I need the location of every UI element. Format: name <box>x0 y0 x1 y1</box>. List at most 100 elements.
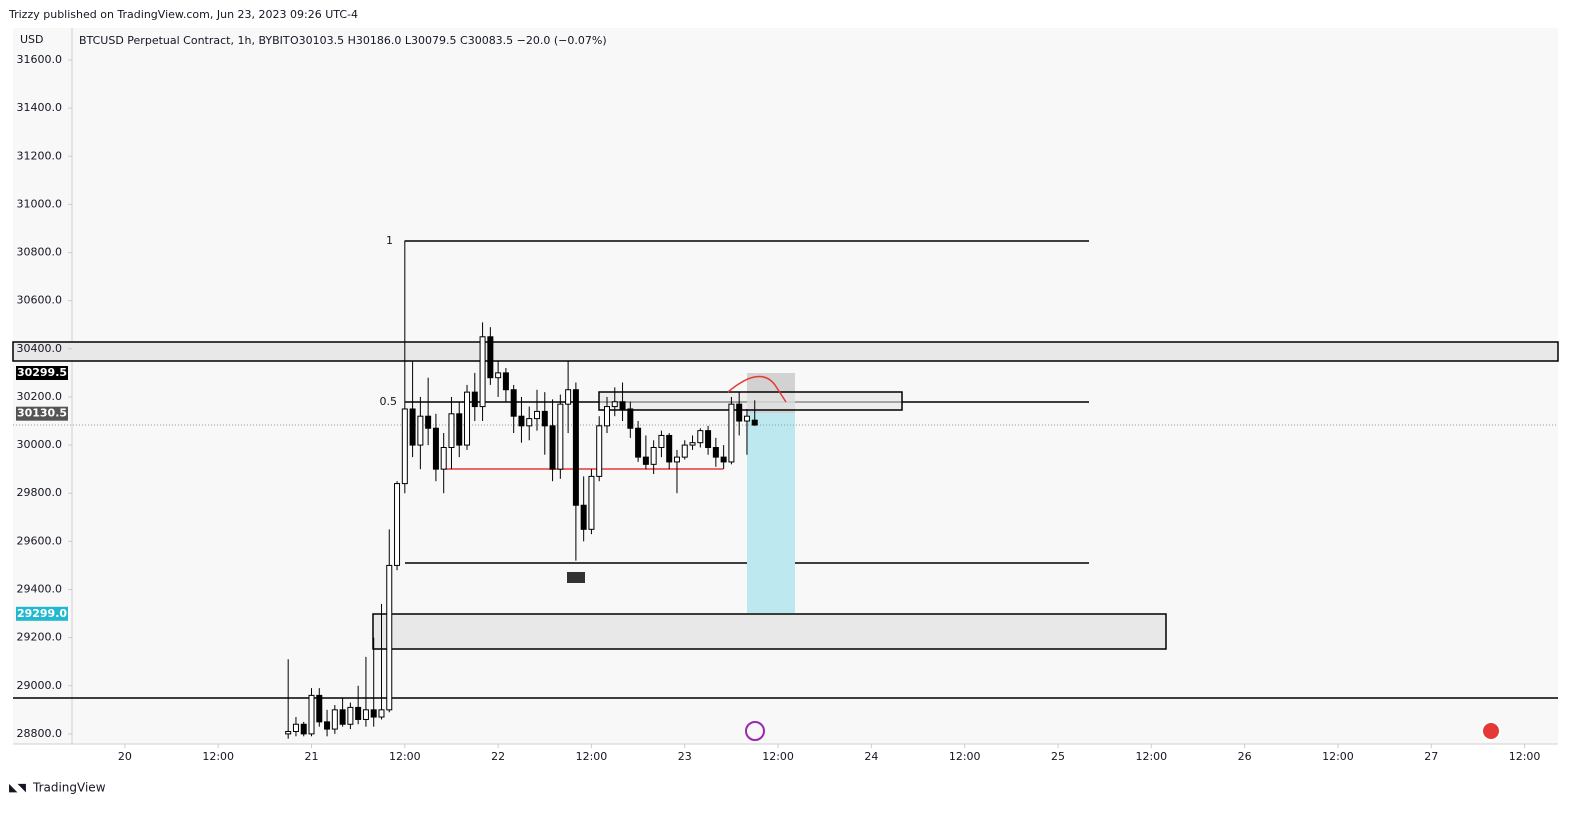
candle-body <box>432 427 439 470</box>
candle-body <box>534 410 541 420</box>
y-tick-label: 30800.0 <box>17 246 63 259</box>
candle-body <box>440 446 447 470</box>
candle-body <box>448 413 455 448</box>
x-tick-label: 21 <box>305 750 319 763</box>
y-tick-label: 31400.0 <box>17 101 63 114</box>
candle-body <box>386 564 393 711</box>
candle-body <box>650 446 657 465</box>
candle-body <box>495 372 502 379</box>
y-tick-label: 29800.0 <box>17 486 63 499</box>
x-tick-label: 12:00 <box>202 750 234 763</box>
y-tick-label: 29600.0 <box>17 534 63 547</box>
y-tick-label: 29200.0 <box>17 631 63 644</box>
candle-body <box>401 408 408 485</box>
y-tick-label: 31600.0 <box>17 53 63 66</box>
candle-body <box>487 336 494 379</box>
candle-body <box>720 456 727 463</box>
candle-body <box>370 709 377 718</box>
candle-body <box>425 415 432 429</box>
zone <box>372 613 1167 650</box>
x-tick-label: 12:00 <box>762 750 794 763</box>
candle-body <box>565 389 572 405</box>
candle-body <box>355 706 362 720</box>
candle-body <box>417 415 424 446</box>
candle-body <box>331 709 338 730</box>
candle-body <box>300 723 307 735</box>
candle-body <box>642 456 649 465</box>
candle-body <box>456 413 463 446</box>
footer: TradingView <box>32 781 106 795</box>
candle-body <box>627 408 634 429</box>
candle-body <box>580 504 587 530</box>
candle-body <box>557 403 564 470</box>
x-tick-label: 24 <box>864 750 878 763</box>
x-tick-label: 20 <box>118 750 132 763</box>
x-tick-label: 12:00 <box>1509 750 1541 763</box>
y-tick-label: 30400.0 <box>17 342 63 355</box>
logo: ◣◥ <box>9 781 26 794</box>
fib-label: 1 <box>386 234 393 247</box>
x-tick-label: 23 <box>678 750 692 763</box>
x-tick-label: 25 <box>1051 750 1065 763</box>
x-tick-label: 12:00 <box>576 750 608 763</box>
candle-body <box>464 391 471 446</box>
candle-body <box>518 415 525 427</box>
ohlc-legend: O30103.5 H30186.0 L30079.5 C30083.5 −20.… <box>290 34 607 47</box>
candle-body <box>572 389 579 506</box>
fib-label: 0.5 <box>380 395 398 408</box>
candle-body <box>378 709 385 718</box>
y-tick-label: 30600.0 <box>17 294 63 307</box>
candle-body <box>362 709 369 720</box>
candle-body <box>666 434 673 463</box>
candle-body <box>603 406 610 427</box>
candle-body <box>619 401 626 410</box>
candle-body <box>596 425 603 477</box>
candle-body <box>308 694 315 735</box>
x-tick-label: 12:00 <box>949 750 981 763</box>
candle-body <box>697 430 704 444</box>
candle-body <box>549 425 556 470</box>
candle-body <box>541 410 548 427</box>
event-icon <box>745 721 765 741</box>
candle-body <box>635 427 642 458</box>
x-tick-label: 26 <box>1238 750 1252 763</box>
price-tag <box>16 366 68 381</box>
candle-body <box>689 442 696 446</box>
symbol: BTCUSD Perpetual Contract, 1h, BYBIT <box>79 34 290 47</box>
candle-body <box>712 446 719 458</box>
candle-body <box>751 419 758 426</box>
candle-body <box>673 456 680 463</box>
publish-header: Trizzy published on TradingView.com, Jun… <box>9 8 359 21</box>
y-tick-label: 31200.0 <box>17 149 63 162</box>
zone <box>12 341 1559 362</box>
event-icon <box>1481 721 1501 741</box>
candle-body <box>471 391 478 408</box>
x-tick-label: 22 <box>491 750 505 763</box>
price-tag-label: 30130.5 <box>17 407 67 420</box>
x-tick-label: 12:00 <box>1322 750 1354 763</box>
y-tick-label: 31000.0 <box>17 197 63 210</box>
projection <box>727 375 787 403</box>
y-tick-label: 29400.0 <box>17 582 63 595</box>
candle-body <box>588 475 595 530</box>
zone <box>598 391 903 411</box>
price-tag <box>16 406 68 421</box>
y-tick-label: 30000.0 <box>17 438 63 451</box>
x-tick-label: 12:00 <box>389 750 421 763</box>
candle-body <box>728 403 735 463</box>
candle-body <box>705 430 712 448</box>
price-tag-label: 30299.5 <box>17 366 67 379</box>
y-tick-label: 30200.0 <box>17 390 63 403</box>
x-tick-label: 12:00 <box>1135 750 1167 763</box>
x-tick-label: 27 <box>1424 750 1438 763</box>
candle-body <box>324 721 331 730</box>
candle-body <box>743 415 750 422</box>
drawings: 1 0.5 <box>12 234 1559 741</box>
price-tag-label: 29299.0 <box>17 607 67 620</box>
currency: USD <box>20 33 44 46</box>
y-tick-label: 28800.0 <box>17 727 63 740</box>
candle-body <box>658 434 665 448</box>
candle-body <box>681 444 688 458</box>
target-zone <box>747 413 795 613</box>
